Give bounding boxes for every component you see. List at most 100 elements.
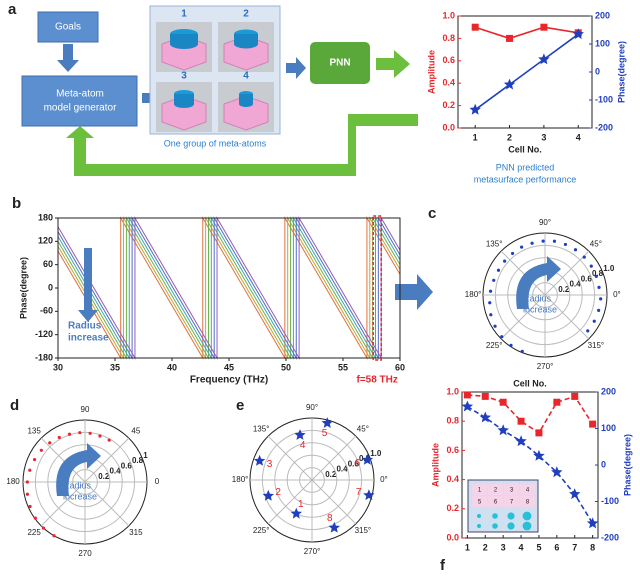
- angle-tick-label: 315°: [588, 341, 605, 350]
- marker: [569, 488, 581, 500]
- inset-atom: [522, 511, 532, 521]
- x-tick-label: 1: [465, 542, 470, 552]
- radius-arrow: [78, 248, 98, 322]
- marker: [48, 441, 52, 445]
- angle-tick-label: 315°: [355, 526, 372, 535]
- marker: [33, 516, 37, 520]
- angle-tick-label: 90°: [539, 218, 551, 227]
- marker: [463, 391, 471, 399]
- marker: [503, 259, 507, 263]
- inset-atom: [522, 521, 532, 531]
- inset-cell: [504, 484, 519, 495]
- angle-tick-label: 0°: [613, 290, 621, 299]
- y-tick-label: 0.6: [442, 55, 455, 65]
- marker: [509, 343, 513, 347]
- inset-label: 3: [510, 488, 514, 494]
- x-axis-label: Cell No.: [508, 144, 542, 154]
- radial-tick-label: 0.2: [325, 470, 337, 479]
- marker: [586, 329, 590, 333]
- inset-label: 8: [526, 500, 530, 506]
- marker: [493, 324, 497, 328]
- angle-tick-label: 45°: [357, 424, 369, 433]
- y2-tick-label: -200: [595, 122, 613, 132]
- point-label: 1: [298, 499, 304, 510]
- radial-tick-label: 0.6: [581, 274, 593, 283]
- angle-tick-label: 90: [81, 405, 90, 414]
- marker: [503, 78, 516, 90]
- marker: [573, 248, 578, 252]
- inset-label: 2: [494, 488, 498, 494]
- marker: [500, 335, 504, 339]
- marker: [563, 242, 568, 247]
- angle-grid: [267, 479, 313, 525]
- marker: [589, 420, 597, 428]
- marker: [492, 278, 496, 282]
- marker: [488, 301, 492, 305]
- y2-tick-label: 0: [601, 459, 606, 469]
- y2-axis-label: Phase(degree): [622, 434, 632, 496]
- radial-tick-label: 0.6: [121, 461, 133, 470]
- inset-cell: [472, 484, 487, 495]
- inset-atom: [507, 522, 515, 530]
- angle-grid: [544, 294, 590, 340]
- panel-letter: e: [236, 397, 244, 414]
- x-tick-label: 60: [395, 362, 405, 372]
- marker: [328, 521, 340, 533]
- y-tick-label: 120: [38, 236, 53, 246]
- x-tick-label: 50: [281, 362, 291, 372]
- radial-tick-label: 1: [143, 451, 148, 460]
- y-axis-label: Phase(degree): [18, 257, 28, 319]
- panel-letter: b: [12, 195, 21, 212]
- atom-label: 2: [243, 9, 249, 20]
- radial-tick-label: 0.4: [569, 280, 581, 289]
- angle-grid: [500, 250, 546, 296]
- marker: [499, 398, 507, 406]
- inset-atom: [507, 512, 515, 520]
- marker: [551, 466, 563, 478]
- marker: [597, 308, 601, 312]
- x-tick-label: 45: [224, 362, 234, 372]
- marker: [471, 23, 479, 31]
- angle-grid: [311, 435, 357, 481]
- marker: [538, 53, 550, 65]
- marker: [597, 285, 601, 290]
- marker: [481, 392, 489, 400]
- x-tick-label: 3: [541, 132, 546, 142]
- x-tick-label: 2: [507, 132, 512, 142]
- x-tick-label: 30: [53, 362, 63, 372]
- inset-atom: [492, 513, 498, 519]
- marker: [88, 431, 92, 435]
- marker: [515, 435, 527, 447]
- generator-label: Meta-atom: [56, 89, 104, 100]
- marker: [510, 251, 515, 256]
- marker: [533, 449, 545, 461]
- radial-tick-label: 0.8: [592, 269, 604, 278]
- radial-tick-label: 0.4: [336, 465, 348, 474]
- x-tick-label: 35: [110, 362, 120, 372]
- atom-label: 4: [243, 71, 249, 82]
- generator-box: [21, 75, 138, 127]
- y2-tick-label: 200: [595, 10, 610, 20]
- marker: [321, 417, 333, 428]
- marker: [57, 435, 61, 440]
- chart-caption: PNN predicted: [496, 162, 555, 172]
- point-label: 2: [275, 487, 281, 498]
- y-tick-label: -180: [35, 352, 53, 362]
- arrow: [376, 50, 410, 78]
- point-label: 4: [300, 440, 306, 451]
- marker: [594, 274, 598, 278]
- series-line: [57, 216, 401, 360]
- atom-label: 1: [181, 9, 187, 20]
- y-tick-label: 1.0: [446, 386, 459, 396]
- series-line: [57, 216, 401, 360]
- x-tick-label: 4: [519, 542, 524, 552]
- marker: [535, 429, 543, 437]
- radius-arrow: [56, 443, 101, 496]
- y-tick-label: 180: [38, 212, 53, 222]
- panel-letter: f: [440, 557, 446, 574]
- y-tick-label: 0.2: [446, 503, 459, 513]
- marker: [290, 507, 302, 519]
- y-axis-label: Amplitude: [430, 443, 440, 487]
- radial-tick-label: 0.4: [109, 467, 121, 476]
- inset-atom: [477, 524, 481, 528]
